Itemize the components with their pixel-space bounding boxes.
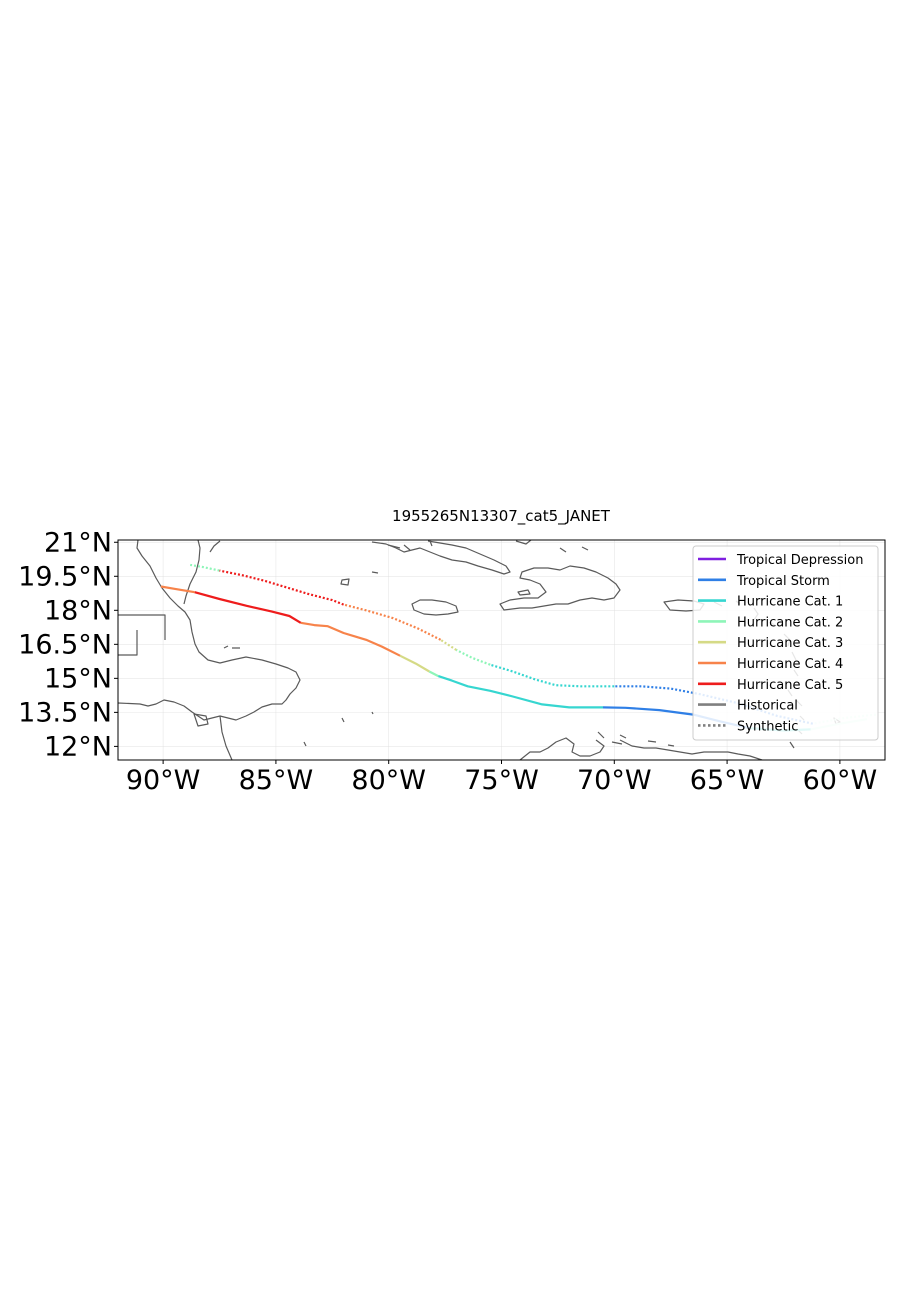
x-axis: 90°W 85°W 80°W 75°W 70°W 65°W 60°W bbox=[126, 760, 877, 796]
central-america-coast bbox=[118, 540, 301, 721]
gonave-island bbox=[517, 589, 531, 596]
historical-track-segment bbox=[428, 670, 439, 678]
historical-track-segment bbox=[437, 675, 603, 709]
legend-label: Tropical Storm bbox=[736, 574, 830, 589]
isla-de-juventud bbox=[340, 578, 350, 586]
historical-track-segment bbox=[399, 654, 430, 673]
y-tick-label: 13.5°N bbox=[18, 697, 112, 728]
bahamas-islands bbox=[387, 540, 589, 553]
chart-title: 1955265N13307_cat5_JANET bbox=[392, 507, 611, 526]
y-tick-label: 16.5°N bbox=[18, 629, 112, 660]
hispaniola-coast bbox=[499, 565, 621, 611]
legend: Tropical Depression Tropical Storm Hurrica… bbox=[692, 545, 879, 741]
x-tick-label: 90°W bbox=[126, 765, 201, 796]
south-america-coast bbox=[519, 731, 763, 760]
yucatan-east-coast bbox=[183, 540, 201, 605]
legend-label: Synthetic bbox=[737, 719, 798, 734]
synthetic-track-segment bbox=[343, 603, 442, 641]
y-tick-label: 21°N bbox=[44, 527, 112, 558]
synthetic-track-segment bbox=[190, 563, 220, 572]
jamaica-coast bbox=[411, 599, 459, 616]
synthetic-track-segment bbox=[219, 569, 345, 606]
abc-islands bbox=[619, 734, 675, 747]
legend-label: Hurricane Cat. 4 bbox=[737, 657, 843, 672]
x-tick-label: 65°W bbox=[690, 765, 765, 796]
nicaragua-coast bbox=[219, 715, 233, 760]
guatemala-border bbox=[118, 630, 138, 656]
synthetic-track-segment bbox=[489, 663, 615, 688]
historical-track-segment bbox=[160, 585, 195, 594]
x-tick-label: 80°W bbox=[351, 765, 426, 796]
historical-track-segment bbox=[194, 591, 302, 624]
legend-label: Hurricane Cat. 5 bbox=[737, 678, 843, 693]
cuba-west-tip bbox=[209, 540, 221, 553]
legend-label: Hurricane Cat. 1 bbox=[737, 595, 843, 610]
legend-label: Historical bbox=[737, 699, 798, 714]
belize-border bbox=[118, 614, 166, 640]
cayman-islands bbox=[371, 571, 379, 574]
x-tick-label: 70°W bbox=[577, 765, 652, 796]
small-caribbean-islands bbox=[223, 645, 374, 747]
y-tick-label: 19.5°N bbox=[18, 561, 112, 592]
historical-track-segment bbox=[300, 621, 401, 657]
x-tick-label: 60°W bbox=[803, 765, 878, 796]
nicaragua-lake bbox=[193, 713, 209, 727]
legend-box bbox=[692, 545, 879, 741]
legend-label: Hurricane Cat. 2 bbox=[737, 615, 843, 630]
x-tick-label: 75°W bbox=[464, 765, 539, 796]
legend-label: Hurricane Cat. 3 bbox=[737, 636, 843, 651]
legend-label: Tropical Depression bbox=[736, 553, 863, 568]
y-axis: 12°N13.5°N15°N16.5°N18°N19.5°N21°N bbox=[18, 527, 118, 762]
y-tick-label: 12°N bbox=[44, 731, 112, 762]
synthetic-track-segment bbox=[440, 638, 457, 651]
y-tick-label: 18°N bbox=[44, 595, 112, 626]
y-tick-label: 15°N bbox=[44, 663, 112, 694]
cuba-coast bbox=[371, 540, 511, 575]
x-tick-label: 85°W bbox=[239, 765, 314, 796]
